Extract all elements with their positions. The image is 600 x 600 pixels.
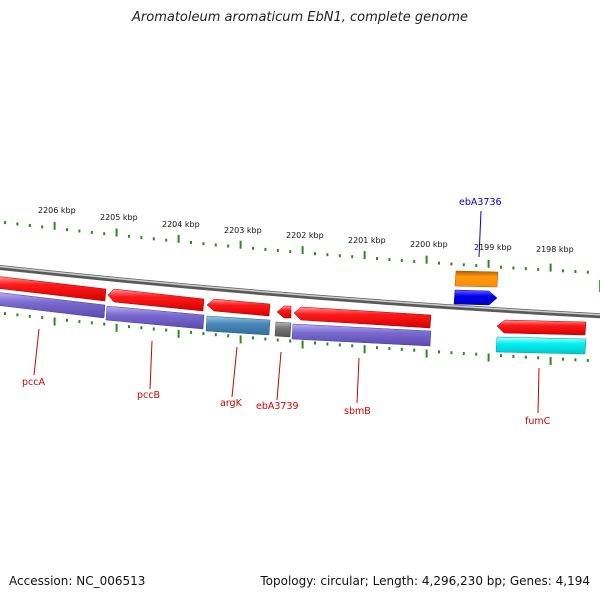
gene-ebA3739-arrow xyxy=(276,305,292,319)
genome-backbone xyxy=(0,265,600,319)
gene-label-pccB[interactable]: pccB xyxy=(137,390,160,401)
gene-argK-bar xyxy=(205,315,271,336)
gene-label-ebA3739[interactable]: ebA3739 xyxy=(256,401,299,412)
gene-sbmB[interactable] xyxy=(291,306,432,347)
gene-label-argK[interactable]: argK xyxy=(220,398,243,409)
leader-ebA3739 xyxy=(276,351,282,401)
gene-pccB-arrow xyxy=(107,288,205,312)
leader-pccB xyxy=(149,340,153,390)
scale-ruler-outer xyxy=(4,221,589,274)
scale-label: 2199 kbp xyxy=(474,243,512,252)
gene-fumC-bar xyxy=(495,336,587,355)
gene-ebA3739-bar xyxy=(274,321,292,338)
gene-ebA3736-arrow xyxy=(453,289,498,306)
scale-label: 2200 kbp xyxy=(410,240,448,249)
scale-labels: 2206 kbp 2205 kbp 2204 kbp 2203 kbp 2202… xyxy=(38,206,574,254)
leader-argK xyxy=(231,346,238,398)
label-leaders xyxy=(33,210,540,414)
gene-fumC[interactable] xyxy=(495,319,587,355)
leader-sbmB xyxy=(356,357,360,404)
gene-ebA3736[interactable] xyxy=(453,270,499,306)
scale-label: 2205 kbp xyxy=(100,213,138,222)
gene-argK[interactable] xyxy=(205,298,271,336)
gene-sbmB-arrow xyxy=(293,306,432,329)
gene-pccB-bar xyxy=(105,305,205,330)
scale-label: 2201 kbp xyxy=(348,236,386,245)
scale-label: 2203 kbp xyxy=(224,226,262,235)
scale-label: 2206 kbp xyxy=(38,206,76,215)
gene-ebA3739[interactable] xyxy=(274,305,292,338)
gene-argK-arrow xyxy=(206,298,271,317)
gene-pccA[interactable] xyxy=(0,276,107,319)
gene-pccA-bar xyxy=(0,292,106,319)
accession-text: Accession: NC_006513 xyxy=(9,574,146,588)
gene-fumC-arrow xyxy=(496,319,587,336)
gene-ebA3736-orf-bar xyxy=(454,270,499,288)
gene-label-sbmB[interactable]: sbmB xyxy=(344,406,371,417)
leader-ebA3736 xyxy=(478,210,482,258)
gene-label-ebA3736[interactable]: ebA3736 xyxy=(459,197,502,208)
gene-pccB[interactable] xyxy=(105,288,205,330)
scale-label: 2202 kbp xyxy=(286,231,324,240)
topology-text: Topology: circular; Length: 4,296,230 bp… xyxy=(260,574,590,588)
gene-label-pccA[interactable]: pccA xyxy=(22,377,45,388)
leader-pccA xyxy=(33,328,40,376)
scale-label: 2198 kbp xyxy=(536,245,574,254)
scale-label: 2204 kbp xyxy=(162,220,200,229)
gene-label-fumC[interactable]: fumC xyxy=(525,416,551,427)
leader-fumC xyxy=(537,367,540,414)
map-title: Aromatoleum aromaticum EbN1, complete ge… xyxy=(132,10,468,25)
gene-sbmB-bar xyxy=(291,323,432,347)
gene-pccA-arrow xyxy=(0,276,107,302)
genome-backbone-highlight xyxy=(0,265,600,316)
scale-ruler-inner xyxy=(4,312,589,365)
